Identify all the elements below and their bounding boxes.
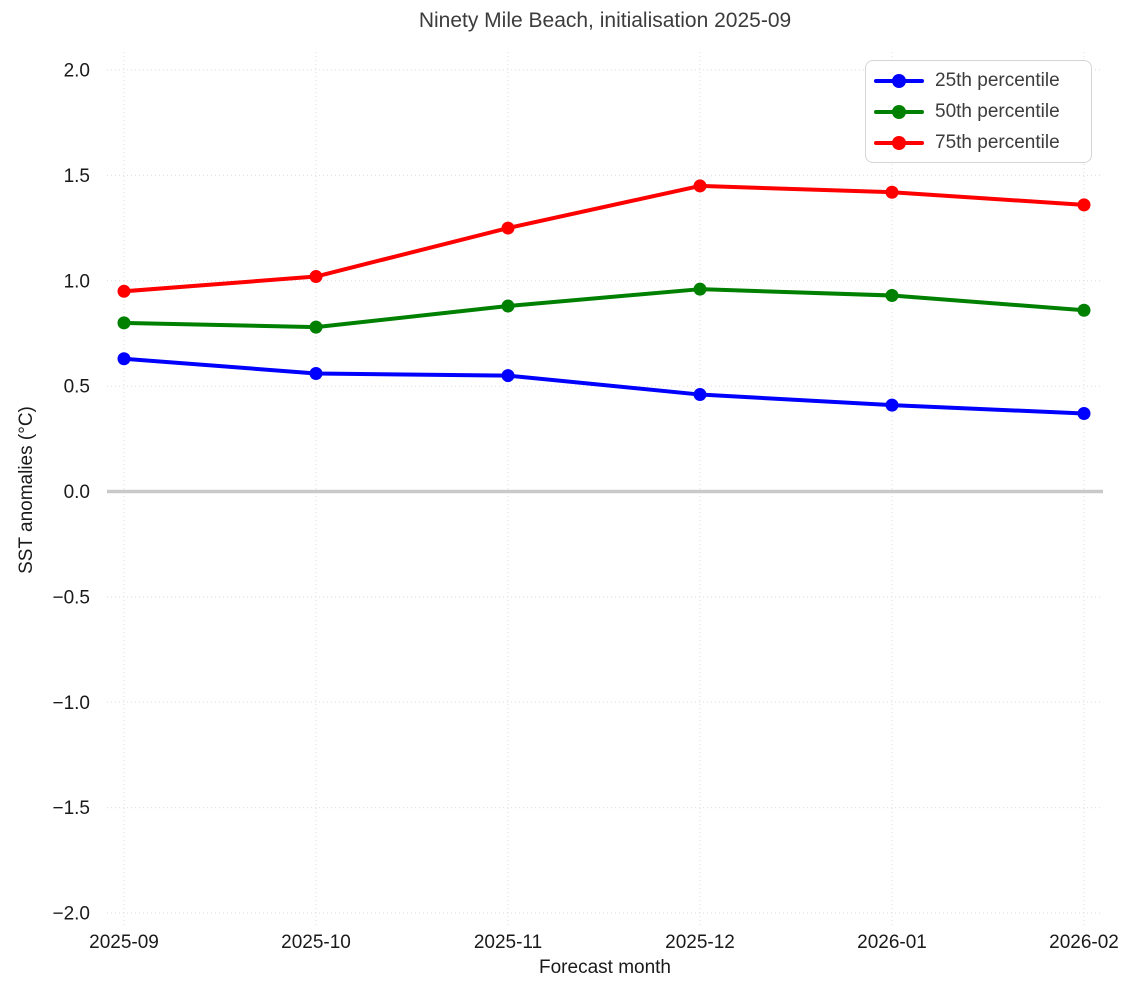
data-point-75th-percentile bbox=[117, 284, 131, 298]
data-point-50th-percentile bbox=[885, 289, 899, 303]
data-point-25th-percentile bbox=[117, 352, 131, 366]
y-tick-label: 0.5 bbox=[64, 377, 90, 398]
x-tick-label: 2025-10 bbox=[281, 932, 351, 953]
legend-label: 50th percentile bbox=[935, 100, 1060, 122]
data-point-25th-percentile bbox=[693, 388, 707, 402]
x-tick-label: 2026-02 bbox=[1049, 932, 1119, 953]
legend-label: 25th percentile bbox=[935, 69, 1060, 91]
data-point-50th-percentile bbox=[501, 299, 515, 313]
data-point-50th-percentile bbox=[309, 320, 323, 334]
y-tick-label: 2.0 bbox=[64, 61, 90, 82]
legend-item: 50th percentile bbox=[874, 100, 1087, 124]
y-tick-label: −0.5 bbox=[52, 587, 90, 608]
series-line-25th-percentile bbox=[122, 356, 1086, 416]
series-line-50th-percentile bbox=[122, 287, 1086, 330]
x-tick-label: 2025-09 bbox=[89, 932, 159, 953]
legend-label: 75th percentile bbox=[935, 131, 1060, 153]
y-tick-label: 0.0 bbox=[64, 482, 90, 503]
legend-line-marker-icon bbox=[874, 73, 924, 88]
data-point-25th-percentile bbox=[1077, 407, 1091, 421]
x-tick-label: 2025-12 bbox=[665, 932, 735, 953]
data-point-25th-percentile bbox=[885, 398, 899, 412]
legend: 25th percentile 50th percentile 75th perce… bbox=[865, 60, 1092, 163]
y-tick-label: 1.5 bbox=[64, 166, 90, 187]
y-axis-label: SST anomalies (°C) bbox=[16, 406, 37, 574]
chart-title: Ninety Mile Beach, initialisation 2025-0… bbox=[418, 9, 792, 32]
data-point-75th-percentile bbox=[1077, 198, 1091, 212]
y-tick-label: 1.0 bbox=[64, 271, 90, 292]
data-point-75th-percentile bbox=[885, 185, 899, 199]
data-point-50th-percentile bbox=[693, 282, 707, 296]
data-point-25th-percentile bbox=[309, 366, 323, 380]
legend-item: 75th percentile bbox=[874, 131, 1087, 155]
data-point-25th-percentile bbox=[501, 369, 515, 383]
x-tick-label: 2026-01 bbox=[857, 932, 927, 953]
data-point-50th-percentile bbox=[1077, 303, 1091, 317]
legend-line-marker-icon bbox=[874, 104, 924, 119]
y-tick-label: −1.5 bbox=[52, 798, 90, 819]
y-tick-label: −2.0 bbox=[52, 904, 90, 925]
y-tick-label: −1.0 bbox=[52, 693, 90, 714]
data-point-75th-percentile bbox=[693, 179, 707, 193]
data-point-75th-percentile bbox=[309, 270, 323, 284]
data-point-50th-percentile bbox=[117, 316, 131, 330]
legend-item: 25th percentile bbox=[874, 69, 1087, 93]
series-line-75th-percentile bbox=[122, 183, 1086, 294]
x-axis-label: Forecast month bbox=[539, 957, 671, 978]
data-point-75th-percentile bbox=[501, 221, 515, 235]
x-tick-label: 2025-11 bbox=[474, 932, 542, 953]
legend-line-marker-icon bbox=[874, 135, 924, 150]
